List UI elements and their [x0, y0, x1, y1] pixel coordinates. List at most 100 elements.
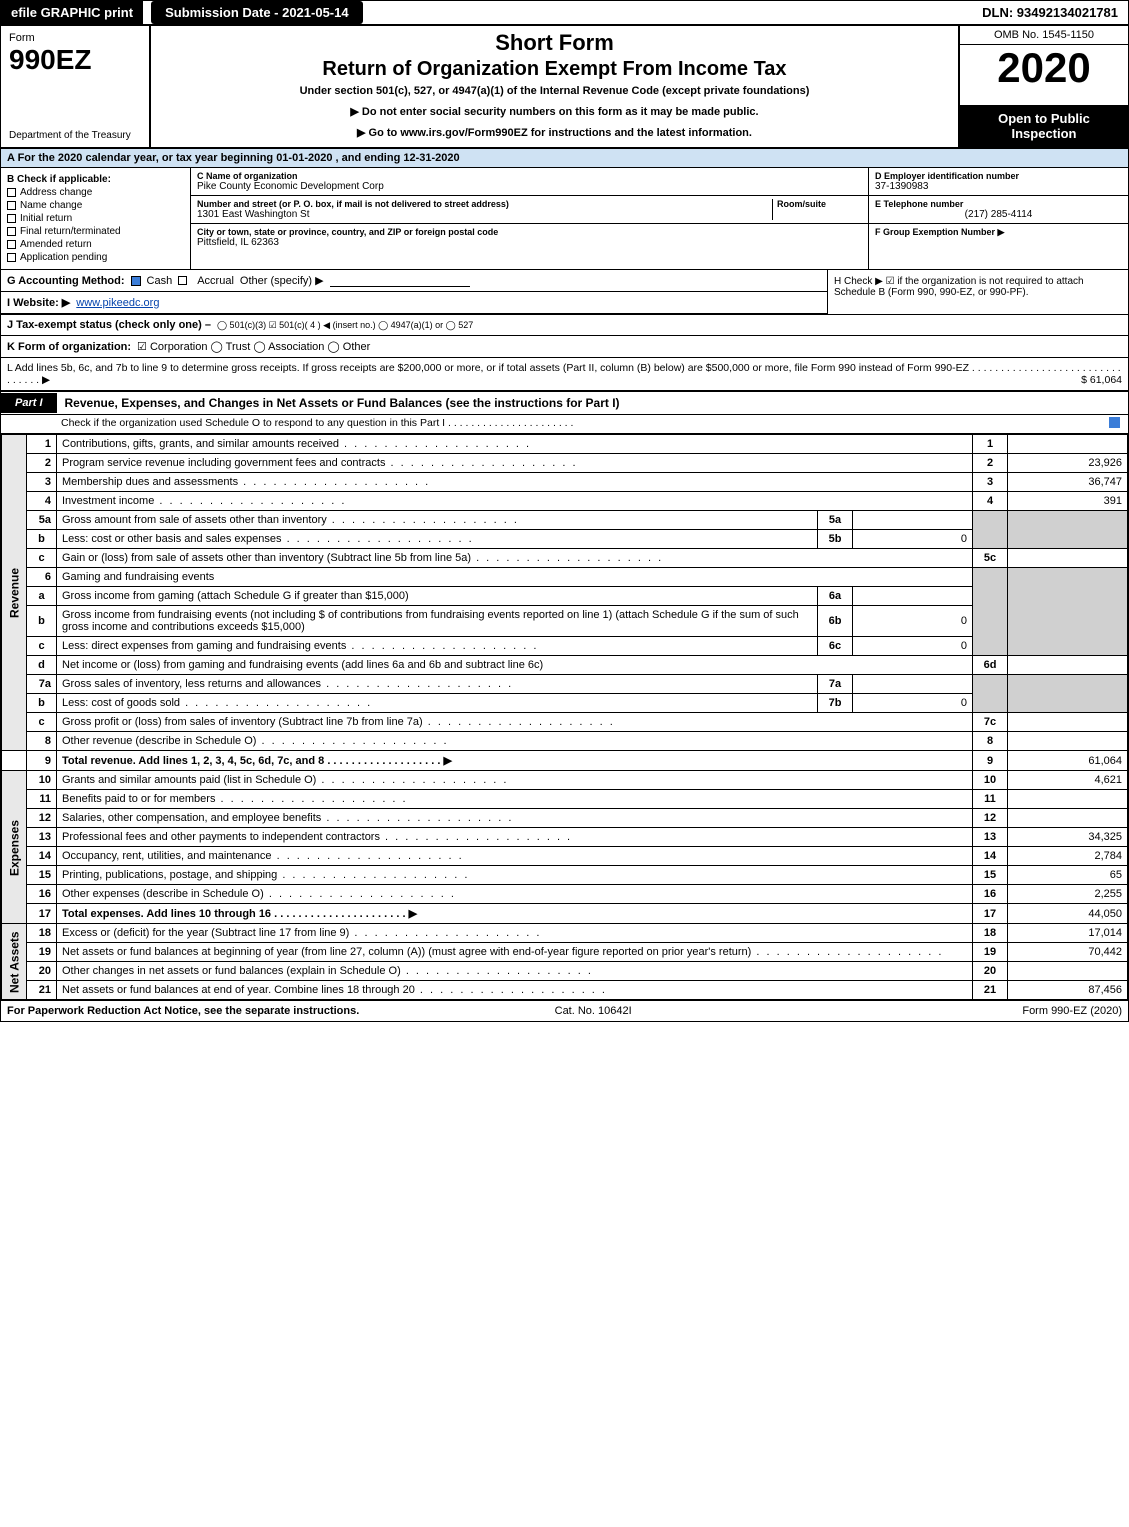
- chk-address-change[interactable]: Address change: [7, 187, 184, 198]
- line-20-rnum: 20: [973, 962, 1008, 981]
- g-accrual: Accrual: [197, 275, 234, 287]
- line-18-desc: Excess or (deficit) for the year (Subtra…: [62, 927, 541, 939]
- line-7a-val: [853, 675, 973, 694]
- line-11-desc: Benefits paid to or for members: [62, 793, 408, 805]
- line-7c-rnum: 7c: [973, 713, 1008, 732]
- chk-application-pending[interactable]: Application pending: [7, 252, 184, 263]
- goto-link[interactable]: ▶ Go to www.irs.gov/Form990EZ for instru…: [159, 126, 950, 139]
- line-3-num: 3: [27, 473, 57, 492]
- line-15-amt: 65: [1008, 866, 1128, 885]
- right-info-col: D Employer identification number 37-1390…: [868, 168, 1128, 269]
- line-15-num: 15: [27, 866, 57, 885]
- line-9-desc: Total revenue. Add lines 1, 2, 3, 4, 5c,…: [62, 755, 452, 767]
- line-13-num: 13: [27, 828, 57, 847]
- chk-final-return[interactable]: Final return/terminated: [7, 226, 184, 237]
- org-name-row: C Name of organization Pike County Econo…: [191, 168, 868, 196]
- street-row: Number and street (or P. O. box, if mail…: [191, 196, 868, 224]
- g-other-blank[interactable]: [330, 275, 470, 287]
- line-13-rnum: 13: [973, 828, 1008, 847]
- line-11-rnum: 11: [973, 790, 1008, 809]
- j-tax-exempt-row: J Tax-exempt status (check only one) – ◯…: [1, 315, 1128, 336]
- line-5a-num: 5a: [27, 511, 57, 530]
- shade-7-amt: [1008, 675, 1128, 713]
- line-6-num: 6: [27, 568, 57, 587]
- calendar-year-row: A For the 2020 calendar year, or tax yea…: [1, 149, 1128, 168]
- phone-value: (217) 285-4114: [875, 209, 1122, 220]
- inspect-line1: Open to Public: [964, 111, 1124, 126]
- part1-subtitle: Check if the organization used Schedule …: [1, 415, 1128, 434]
- line-6d-amt: [1008, 656, 1128, 675]
- line-7b-num: b: [27, 694, 57, 713]
- line-5b-desc: Less: cost or other basis and sales expe…: [62, 533, 474, 545]
- line-8-amt: [1008, 732, 1128, 751]
- website-link[interactable]: www.pikeedc.org: [76, 297, 159, 309]
- line-9-amt: 61,064: [1008, 751, 1128, 771]
- city-row: City or town, state or province, country…: [191, 224, 868, 251]
- line-19-desc: Net assets or fund balances at beginning…: [62, 946, 943, 958]
- line-7b-val: 0: [853, 694, 973, 713]
- line-2-desc: Program service revenue including govern…: [62, 457, 578, 469]
- line-16-num: 16: [27, 885, 57, 904]
- line-21-rnum: 21: [973, 981, 1008, 1000]
- chk-name-change[interactable]: Name change: [7, 200, 184, 211]
- line-18-rnum: 18: [973, 924, 1008, 943]
- shade-7: [973, 675, 1008, 713]
- line-20-desc: Other changes in net assets or fund bala…: [62, 965, 593, 977]
- k-form-of-org-row: K Form of organization: ☑ Corporation ◯ …: [1, 336, 1128, 358]
- schedule-o-checkbox-icon: [1109, 417, 1120, 428]
- k-options: ☑ Corporation ◯ Trust ◯ Association ◯ Ot…: [137, 340, 370, 353]
- line-15-desc: Printing, publications, postage, and shi…: [62, 869, 469, 881]
- line-7a-desc: Gross sales of inventory, less returns a…: [62, 678, 513, 690]
- line-7b-box: 7b: [818, 694, 853, 713]
- line-5b-val: 0: [853, 530, 973, 549]
- top-bar: efile GRAPHIC print Submission Date - 20…: [1, 1, 1128, 26]
- line-17-amt: 44,050: [1008, 904, 1128, 924]
- chk-initial-return[interactable]: Initial return: [7, 213, 184, 224]
- line-9-num: 9: [27, 751, 57, 771]
- line-6a-num: a: [27, 587, 57, 606]
- footer-left: For Paperwork Reduction Act Notice, see …: [7, 1005, 359, 1017]
- line-6b-val: 0: [853, 606, 973, 637]
- line-4-rnum: 4: [973, 492, 1008, 511]
- line-7a-box: 7a: [818, 675, 853, 694]
- shade-6: [973, 568, 1008, 656]
- footer-formref: Form 990-EZ (2020): [1022, 1005, 1122, 1017]
- line-10-desc: Grants and similar amounts paid (list in…: [62, 774, 508, 786]
- header-left: Form 990EZ Department of the Treasury: [1, 26, 151, 147]
- line-6b-num: b: [27, 606, 57, 637]
- line-19-rnum: 19: [973, 943, 1008, 962]
- line-5b-box: 5b: [818, 530, 853, 549]
- line-7c-num: c: [27, 713, 57, 732]
- group-exemption-cell: F Group Exemption Number ▶: [869, 224, 1128, 269]
- part1-table: Revenue 1 Contributions, gifts, grants, …: [1, 434, 1128, 1000]
- efile-print-label[interactable]: efile GRAPHIC print: [1, 1, 143, 24]
- b-check-label: B Check if applicable:: [7, 174, 184, 185]
- line-14-num: 14: [27, 847, 57, 866]
- dln-label: DLN: 93492134021781: [972, 1, 1128, 24]
- line-8-rnum: 8: [973, 732, 1008, 751]
- part1-title: Revenue, Expenses, and Changes in Net As…: [57, 392, 628, 414]
- form-990ez-page: efile GRAPHIC print Submission Date - 20…: [0, 0, 1129, 1022]
- line-11-amt: [1008, 790, 1128, 809]
- h-schedule-b: H Check ▶ ☑ if the organization is not r…: [828, 270, 1128, 314]
- j-label: J Tax-exempt status (check only one) –: [7, 319, 211, 331]
- line-20-num: 20: [27, 962, 57, 981]
- line-6d-rnum: 6d: [973, 656, 1008, 675]
- line-7c-amt: [1008, 713, 1128, 732]
- chk-amended-return[interactable]: Amended return: [7, 239, 184, 250]
- line-5b-num: b: [27, 530, 57, 549]
- f-group-label: F Group Exemption Number ▶: [875, 227, 1122, 238]
- line-6c-desc: Less: direct expenses from gaming and fu…: [62, 640, 538, 652]
- line-6c-num: c: [27, 637, 57, 656]
- chk-accrual-icon: [178, 276, 187, 285]
- form-word: Form: [9, 32, 141, 44]
- line-2-num: 2: [27, 454, 57, 473]
- open-to-public-inspection: Open to Public Inspection: [960, 105, 1128, 147]
- footer-catno: Cat. No. 10642I: [555, 1005, 632, 1017]
- revenue-side-label: Revenue: [2, 435, 27, 751]
- c-name-label: C Name of organization: [197, 171, 384, 181]
- line-16-amt: 2,255: [1008, 885, 1128, 904]
- header-mid: Short Form Return of Organization Exempt…: [151, 26, 958, 147]
- line-18-amt: 17,014: [1008, 924, 1128, 943]
- page-footer: For Paperwork Reduction Act Notice, see …: [1, 1000, 1128, 1021]
